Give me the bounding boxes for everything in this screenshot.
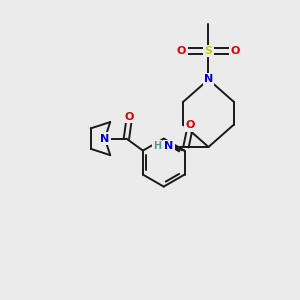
Text: N: N: [100, 134, 110, 144]
Text: H: H: [153, 141, 161, 151]
Text: N: N: [164, 141, 173, 151]
Text: O: O: [231, 46, 240, 56]
Text: O: O: [125, 112, 134, 122]
Text: O: O: [177, 46, 186, 56]
Text: N: N: [204, 74, 213, 85]
Text: O: O: [186, 120, 195, 130]
Text: S: S: [205, 46, 212, 56]
